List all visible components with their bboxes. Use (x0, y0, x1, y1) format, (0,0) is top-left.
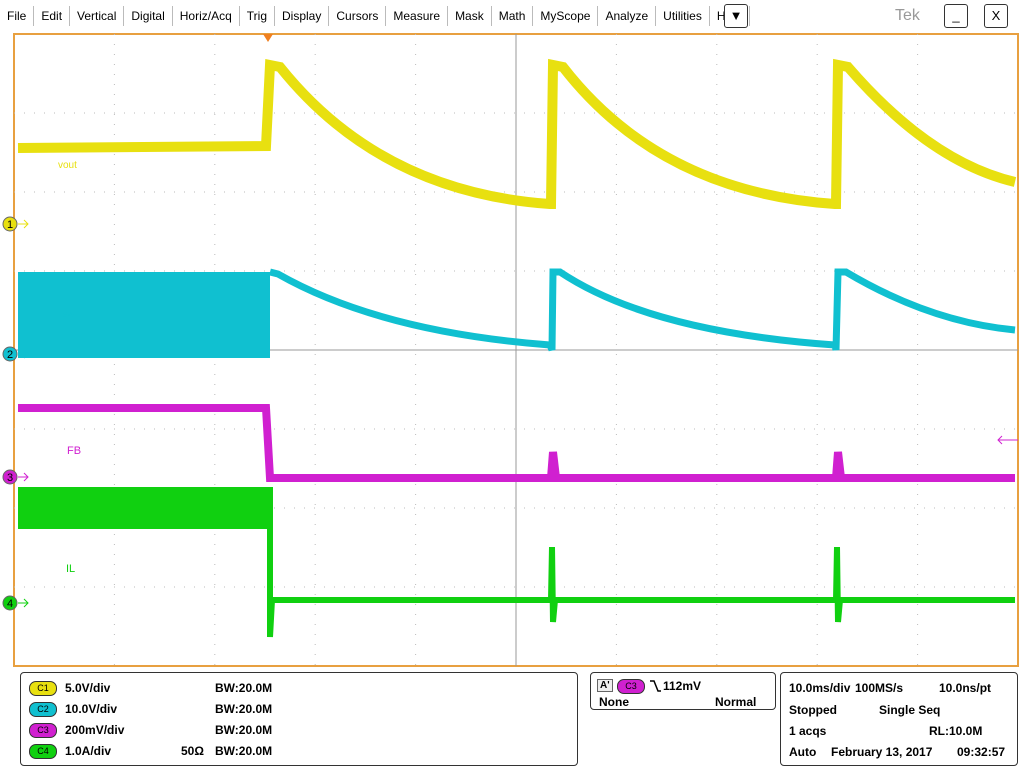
brand: Tek (895, 7, 920, 24)
channel-scale: 1.0A/div (65, 744, 112, 758)
channel-bandwidth: BW:20.0M (215, 681, 273, 695)
menu-item[interactable]: MyScope (533, 6, 599, 26)
acqs: 1 acqs (789, 724, 827, 738)
menu-dropdown[interactable]: ▼ (724, 4, 748, 28)
menu-item[interactable]: Math (492, 6, 534, 26)
channel-marker: 3 (7, 472, 13, 484)
channel-scale: 5.0V/div (65, 681, 111, 695)
status-panel: C1 5.0V/div BW:20.0M C2 10.0V/div BW:20.0M C3 2… (0, 668, 1024, 768)
trigger-source: C3 (617, 679, 645, 694)
channel-scale: 10.0V/div (65, 702, 118, 716)
acq-state: Stopped (789, 703, 837, 717)
channel-badge: C2 (29, 702, 57, 717)
sample-rate: 100MS/s (855, 681, 904, 695)
trigger-box: A' C3 112mV None Normal (590, 672, 776, 710)
minimize-button[interactable]: _ (944, 4, 968, 28)
graticule: vout sw FB IL 1 2 3 4 (0, 32, 1024, 668)
menu-item[interactable]: Analyze (598, 6, 657, 26)
channel-bandwidth: BW:20.0M (215, 723, 273, 737)
trigger-type: Normal (715, 695, 757, 709)
waveform-label: IL (66, 563, 75, 575)
menu-item[interactable]: Digital (124, 6, 173, 26)
channel-badge: C1 (29, 681, 57, 696)
menu-item[interactable]: Measure (386, 6, 449, 26)
menu-item[interactable]: Display (275, 6, 330, 26)
channel-impedance: 50Ω (181, 744, 204, 758)
trigger-mode: Auto (789, 745, 817, 759)
sequence: Single Seq (879, 703, 941, 717)
channel-badge: C3 (29, 723, 57, 738)
timebase: 10.0ms/div (789, 681, 851, 695)
trigger-coupling: None (599, 695, 629, 709)
menu-item[interactable]: Mask (448, 6, 492, 26)
menu-item[interactable]: File (0, 6, 35, 26)
date: February 13, 2017 (831, 745, 933, 759)
channel-marker: 1 (7, 219, 13, 231)
menu-item[interactable]: Edit (34, 6, 71, 26)
trigger-mode: A' (597, 679, 613, 692)
acquisition-box: 10.0ms/div 100MS/s 10.0ns/pt Stopped Sin… (780, 672, 1018, 766)
menu-item[interactable]: Trig (240, 6, 275, 26)
channel-marker: 2 (7, 349, 13, 361)
menu-item[interactable]: Vertical (70, 6, 125, 26)
close-button[interactable]: X (984, 4, 1008, 28)
channel-bandwidth: BW:20.0M (215, 744, 273, 758)
menu-item[interactable]: Utilities (656, 6, 710, 26)
channel-marker: 4 (7, 598, 13, 610)
channel-bandwidth: BW:20.0M (215, 702, 273, 716)
time: 09:32:57 (957, 745, 1006, 759)
channel-badge: C4 (29, 744, 57, 759)
record-length: RL:10.0M (929, 724, 983, 738)
trigger-level: 112mV (663, 679, 702, 693)
waveform-label: vout (58, 160, 77, 171)
waveform-label: sw (62, 309, 75, 320)
menu-item[interactable]: Horiz/Acq (173, 6, 240, 26)
waveform-label: FB (67, 445, 81, 457)
menu-bar: File Edit Vertical Digital Horiz/Acq Trig Disp… (0, 0, 1024, 32)
menu-item[interactable]: Cursors (329, 6, 387, 26)
resolution: 10.0ns/pt (939, 681, 992, 695)
channel-scale: 200mV/div (65, 723, 125, 737)
channel-box: C1 5.0V/div BW:20.0M C2 10.0V/div BW:20.0M C3 2… (20, 672, 578, 766)
